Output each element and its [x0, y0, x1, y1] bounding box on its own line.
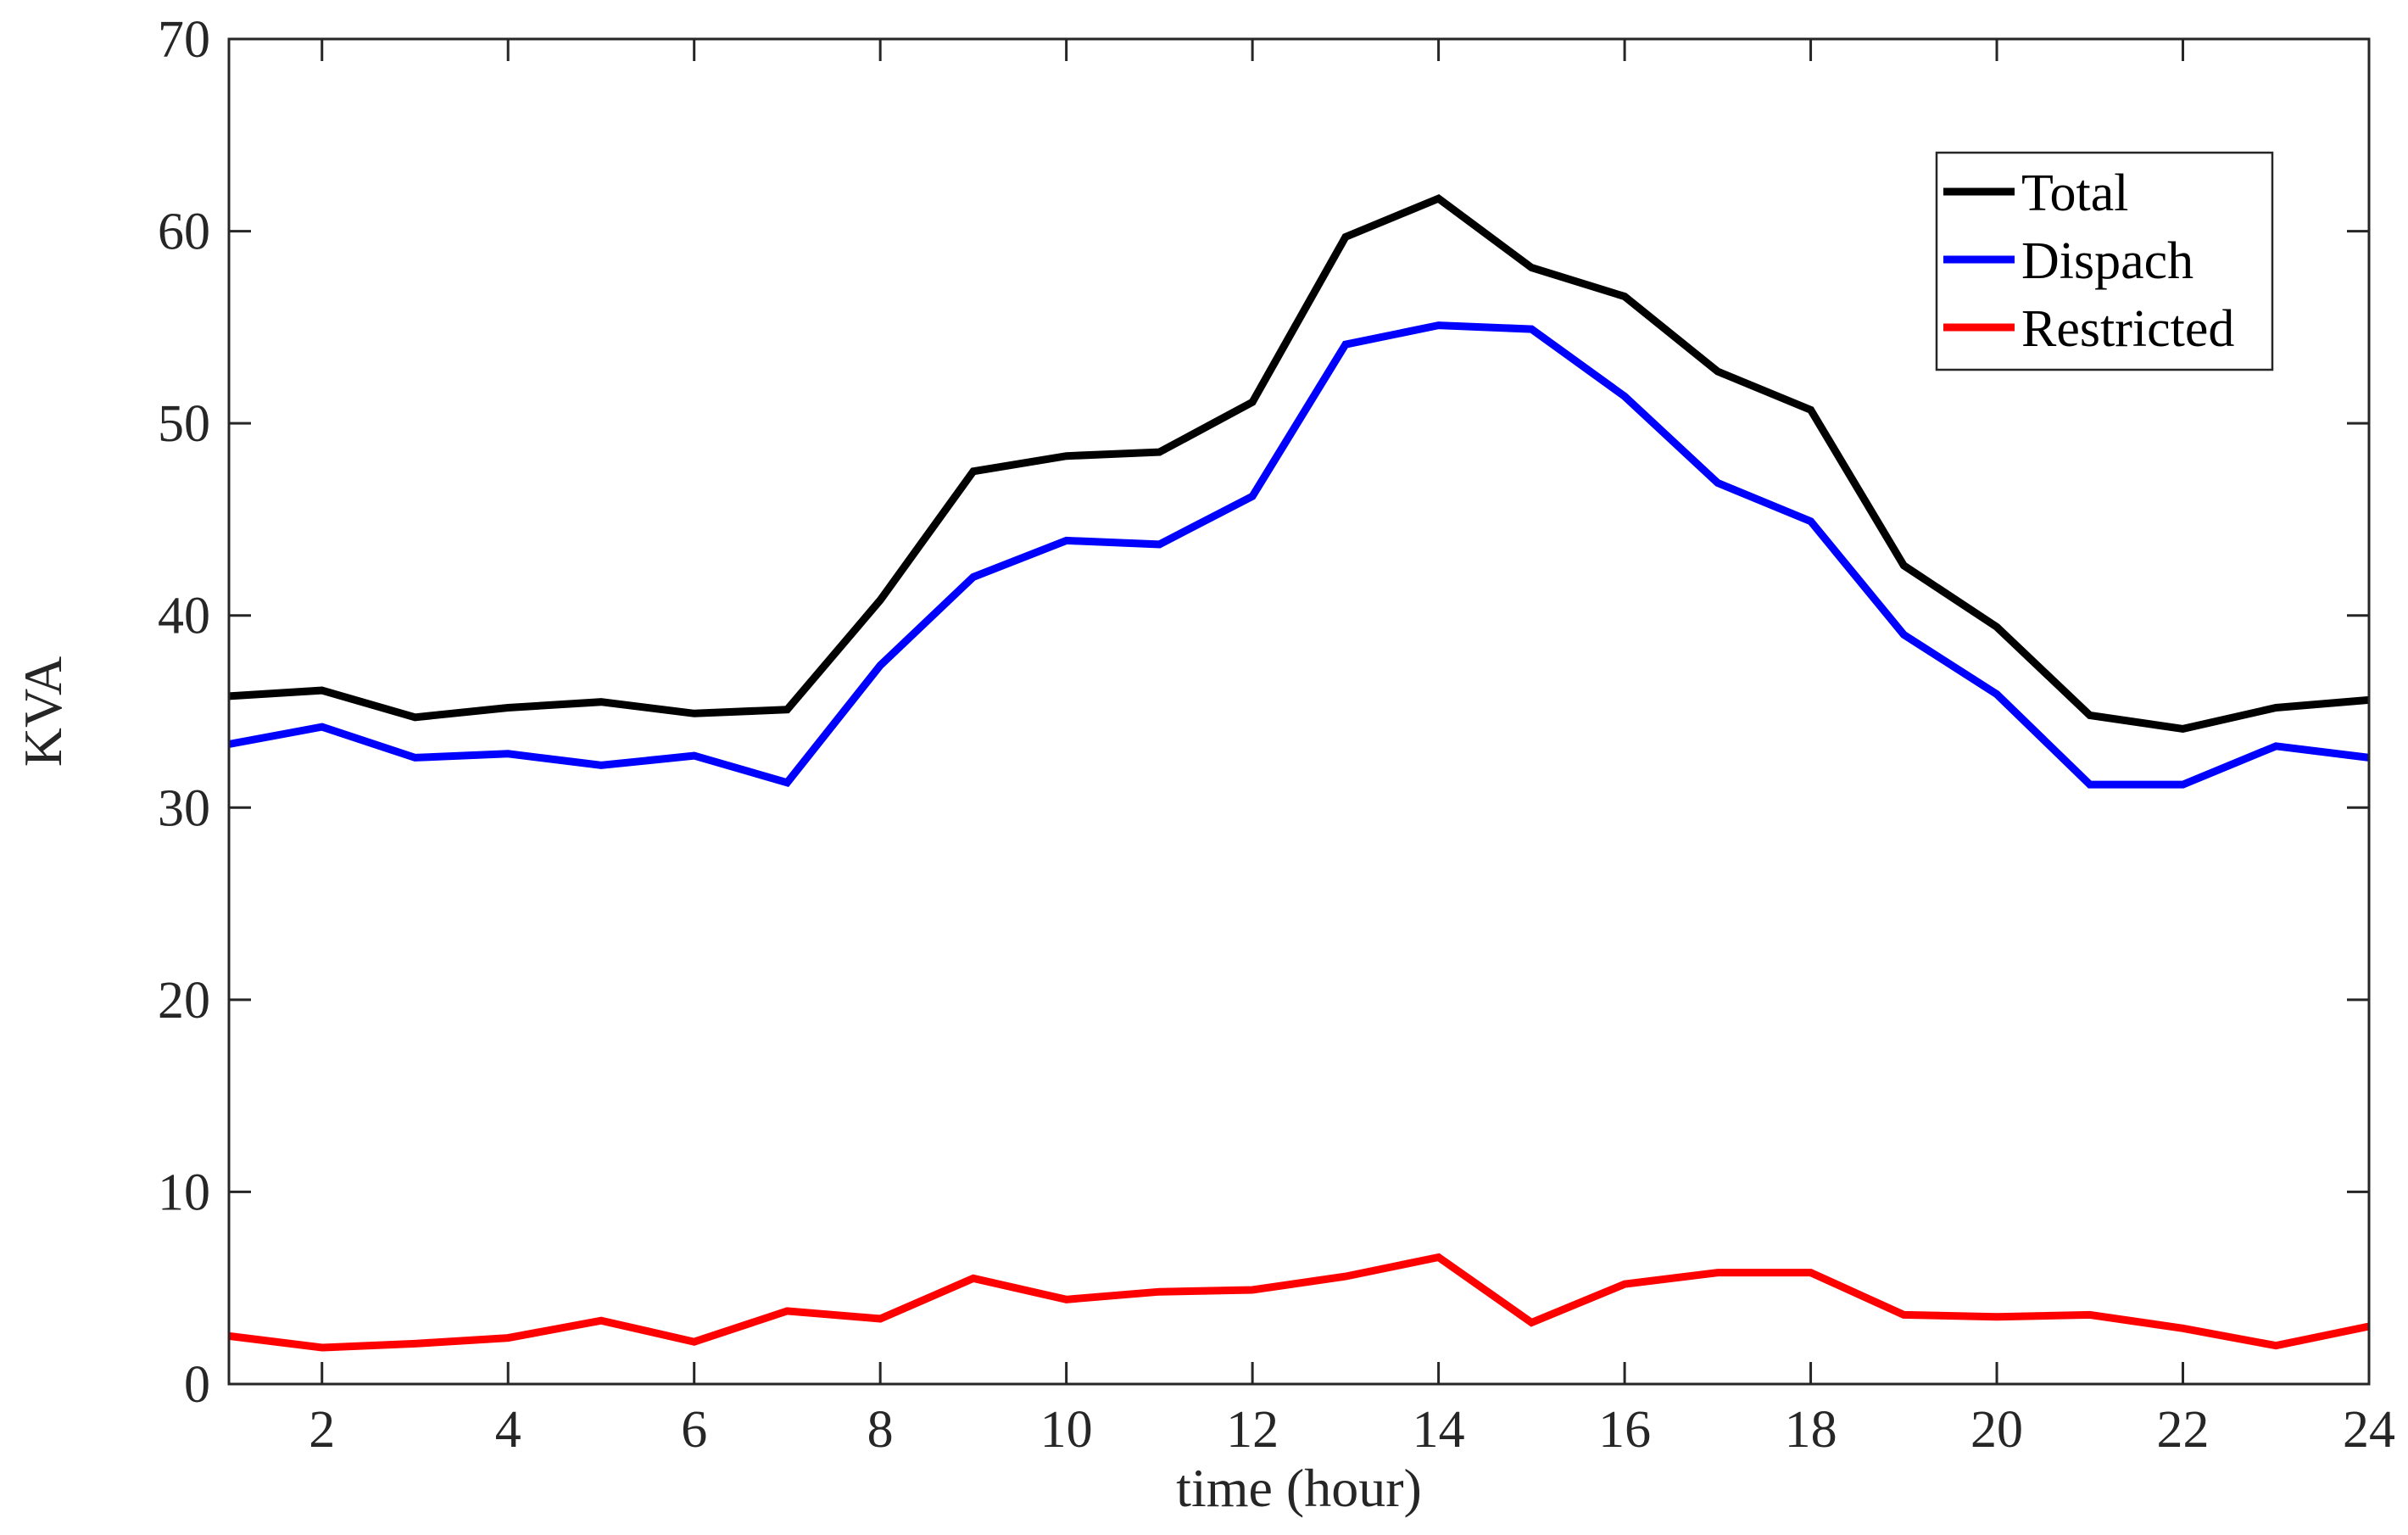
y-axis-label: KVA [13, 656, 73, 767]
legend-label-total: Total [2021, 165, 2129, 222]
y-tick-label: 0 [184, 1356, 210, 1414]
legend-items: Total Dispach Restricted [1943, 165, 2234, 358]
y-tick-label: 60 [158, 204, 210, 261]
x-tick-label: 20 [1970, 1401, 2023, 1459]
x-tick-label: 22 [2157, 1401, 2210, 1459]
x-tick-label: 16 [1598, 1401, 1651, 1459]
x-tick-label: 10 [1040, 1401, 1093, 1459]
y-tick-label: 70 [158, 11, 210, 69]
series-layer [228, 193, 2370, 1352]
legend-label-restricted: Restricted [2021, 300, 2234, 358]
legend-label-dispach: Dispach [2021, 232, 2193, 290]
x-tick-label: 2 [309, 1401, 335, 1459]
x-axis-ticks: 2 4 6 8 10 12 14 16 18 20 22 24 [309, 39, 2395, 1459]
x-tick-label: 14 [1413, 1401, 1465, 1459]
x-tick-label: 6 [681, 1401, 707, 1459]
y-tick-label: 30 [158, 779, 210, 837]
series-line-restricted [228, 1253, 2370, 1352]
series-line-dispach [228, 321, 2370, 789]
x-tick-label: 18 [1785, 1401, 1837, 1459]
x-axis-label: time (hour) [1176, 1458, 1422, 1518]
y-tick-label: 40 [158, 588, 210, 645]
x-tick-label: 12 [1226, 1401, 1279, 1459]
x-tick-label: 8 [867, 1401, 894, 1459]
y-axis-ticks: 0 10 20 30 40 50 60 70 [158, 11, 2369, 1414]
x-tick-label: 24 [2343, 1401, 2395, 1459]
x-tick-label: 4 [495, 1401, 521, 1459]
plot-frame [227, 37, 2371, 1386]
y-tick-label: 20 [158, 972, 210, 1030]
y-tick-label: 50 [158, 395, 210, 453]
series-line-total [228, 193, 2370, 733]
legend: Total Dispach Restricted [1935, 151, 2274, 371]
y-tick-label: 10 [158, 1164, 210, 1221]
